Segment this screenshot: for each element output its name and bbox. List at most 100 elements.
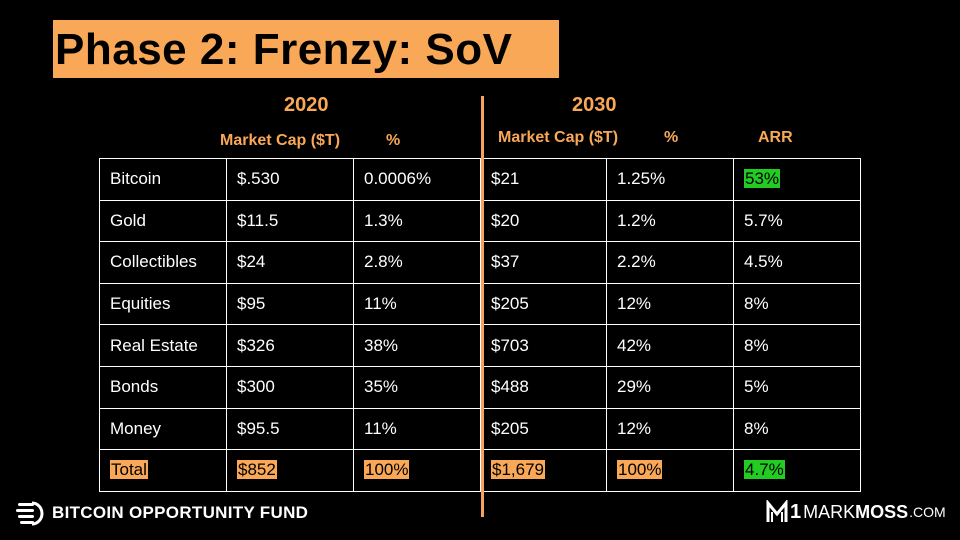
- table-cell: 38%: [353, 324, 481, 367]
- cell-text: Collectibles: [110, 252, 197, 272]
- cell-text: $703: [491, 335, 529, 355]
- cell-text: 8%: [744, 294, 769, 314]
- footer-left-logo: BITCOIN OPPORTUNITY FUND: [16, 500, 308, 526]
- pct-2020-header: %: [386, 132, 401, 149]
- table-cell: $488: [480, 365, 607, 409]
- cell-text: $1,679: [491, 460, 545, 480]
- table-cell: 29%: [606, 365, 734, 409]
- table-cell: 12%: [606, 407, 734, 451]
- arr-header: ARR: [758, 129, 793, 146]
- table-cell: $95: [226, 282, 354, 326]
- year-2030-label: 2030: [572, 94, 617, 116]
- cell-text: 11%: [364, 294, 397, 314]
- table-cell: 11%: [353, 407, 481, 451]
- cell-text: Money: [110, 418, 162, 438]
- table-cell: 8%: [733, 324, 861, 367]
- table-cell: $20: [480, 199, 607, 243]
- table-cell: $205: [480, 282, 607, 326]
- table-row: Money $95.5 11% $205 12% 8%: [99, 407, 861, 451]
- cell-text: 35%: [364, 377, 399, 397]
- cell-text: 4.7%: [744, 460, 785, 480]
- table-cell: 0.0006%: [353, 158, 481, 201]
- cell-text: $11.5: [237, 210, 279, 230]
- cell-text: 53%: [744, 169, 781, 189]
- table-cell: $205: [480, 407, 607, 451]
- table-cell: 11%: [353, 282, 481, 326]
- table-cell: 1.3%: [353, 199, 481, 243]
- cell-text: 100%: [617, 460, 663, 480]
- title-background: [53, 20, 559, 78]
- cell-text: 0.0006%: [364, 169, 432, 189]
- cell-text: 2.2%: [617, 252, 656, 272]
- table-cell: 100%: [606, 449, 734, 492]
- table-cell: $.530: [226, 158, 354, 201]
- market-cap-2030-header: Market Cap ($T): [498, 129, 619, 146]
- cell-text: 4.5%: [744, 252, 783, 272]
- footer-right-mark: MARK: [803, 501, 856, 522]
- table-cell: Gold: [99, 199, 227, 243]
- footer-brand-text: BITCOIN OPPORTUNITY FUND: [52, 503, 309, 522]
- table-cell: 4.7%: [733, 449, 861, 492]
- cell-text: 12%: [617, 294, 652, 314]
- table-cell: $326: [226, 324, 354, 367]
- table-cell: 4.5%: [733, 241, 861, 284]
- cell-text: $95: [237, 294, 266, 314]
- market-cap-2020-header: Market Cap ($T): [220, 132, 341, 149]
- cell-text: 5%: [744, 377, 769, 397]
- table-cell: $703: [480, 324, 607, 367]
- cell-text: Bonds: [110, 377, 159, 397]
- cell-text: $488: [491, 377, 529, 397]
- table-cell: 53%: [733, 158, 861, 201]
- cell-text: Total: [110, 460, 148, 480]
- table-row: Equities $95 11% $205 12% 8%: [99, 282, 861, 326]
- cell-text: 5.7%: [744, 210, 783, 230]
- cell-text: 8%: [744, 335, 769, 355]
- cell-text: 1.25%: [617, 169, 666, 189]
- slide-title: Phase 2: Frenzy: SoV: [55, 25, 513, 74]
- cell-text: Gold: [110, 210, 146, 230]
- bitcoin-fund-icon: [16, 501, 44, 526]
- table-cell: $852: [226, 449, 354, 492]
- cell-text: Equities: [110, 294, 171, 314]
- table-cell: Bonds: [99, 365, 227, 409]
- table-cell: 8%: [733, 407, 861, 451]
- table-cell: 8%: [733, 282, 861, 326]
- table-cell: 2.8%: [353, 241, 481, 284]
- table-cell: Equities: [99, 282, 227, 326]
- table-cell: 1.2%: [606, 199, 734, 243]
- market-cap-table: Bitcoin $.530 0.0006% $21 1.25% 53% Gold $11.5 1…: [99, 158, 861, 492]
- table-cell: 5.7%: [733, 199, 861, 243]
- table-cell: $1,679: [480, 449, 607, 492]
- table-cell: 100%: [353, 449, 481, 492]
- cell-text: $326: [237, 335, 275, 355]
- footer-right-num: 1: [790, 500, 802, 523]
- table-cell: $24: [226, 241, 354, 284]
- table-cell: Bitcoin: [99, 158, 227, 201]
- table-cell: 42%: [606, 324, 734, 367]
- year-2020-label: 2020: [284, 94, 329, 116]
- cell-text: $20: [491, 210, 520, 230]
- table-cell: Money: [99, 407, 227, 451]
- markmoss-logo-icon: [766, 500, 788, 522]
- table-cell: $95.5: [226, 407, 354, 451]
- table-cell: $11.5: [226, 199, 354, 243]
- table-cell: Total: [99, 449, 227, 492]
- pct-2030-header: %: [664, 129, 679, 146]
- cell-text: $852: [237, 460, 277, 480]
- cell-text: $21: [491, 169, 520, 189]
- table-cell: $21: [480, 158, 607, 201]
- table-cell: 12%: [606, 282, 734, 326]
- table-cell: $37: [480, 241, 607, 284]
- cell-text: 8%: [744, 418, 769, 438]
- table-cell: 1.25%: [606, 158, 734, 201]
- table-row: Gold $11.5 1.3% $20 1.2% 5.7%: [99, 199, 861, 243]
- table-cell: Real Estate: [99, 324, 227, 367]
- footer-right-com: .COM: [909, 504, 946, 520]
- cell-text: 12%: [617, 418, 652, 438]
- cell-text: 2.8%: [364, 252, 403, 272]
- cell-text: $95.5: [237, 418, 280, 438]
- cell-text: 100%: [364, 460, 410, 480]
- cell-text: $205: [491, 294, 529, 314]
- cell-text: $.530: [237, 169, 280, 189]
- cell-text: 38%: [364, 335, 399, 355]
